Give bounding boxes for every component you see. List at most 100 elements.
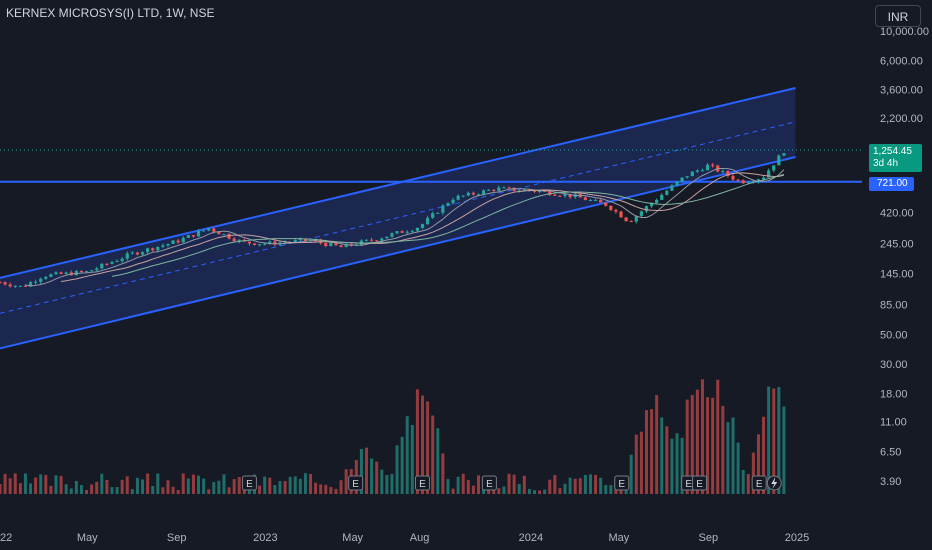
- volume-bar: [517, 483, 521, 494]
- candle-body: [125, 253, 129, 259]
- volume-bar: [675, 433, 679, 494]
- volume-bar: [141, 479, 145, 494]
- volume-bar: [594, 474, 598, 494]
- candle-body: [59, 272, 63, 274]
- candle-body: [588, 199, 593, 201]
- volume-bar: [762, 416, 766, 494]
- candle-body: [507, 187, 511, 189]
- candle-body: [624, 217, 628, 222]
- volume-bar: [670, 438, 674, 494]
- candle-body: [375, 240, 379, 242]
- volume-bar: [202, 478, 206, 494]
- candle-body: [252, 243, 257, 246]
- candle-body: [685, 176, 689, 178]
- volume-bar: [741, 469, 745, 494]
- candle-body: [110, 262, 114, 264]
- candle-body: [334, 242, 338, 246]
- volume-bar: [34, 477, 38, 494]
- candle-body: [79, 271, 84, 273]
- candle-body: [425, 217, 430, 225]
- candle-body: [28, 282, 33, 287]
- volume-bar: [380, 469, 384, 494]
- candle-body: [293, 239, 297, 243]
- y-tick-label: 50.00: [880, 330, 908, 342]
- volume-bar: [197, 475, 201, 494]
- candle-body: [593, 199, 598, 201]
- candle-body: [191, 235, 196, 237]
- candle-body: [537, 190, 542, 192]
- y-tick-label: 18.00: [880, 388, 908, 400]
- candle-body: [100, 263, 104, 269]
- candle-body: [39, 278, 43, 282]
- candle-body: [263, 243, 267, 245]
- candle-body: [746, 182, 750, 184]
- candle-body: [344, 243, 348, 248]
- volume-bar: [695, 389, 699, 494]
- candle-body: [8, 284, 12, 287]
- candle-body: [44, 276, 48, 279]
- volume-bar: [431, 415, 435, 494]
- chart-title: KERNEX MICROSYS(I) LTD, 1W, NSE: [6, 6, 215, 20]
- candle-body: [120, 258, 124, 261]
- candle-body: [711, 164, 715, 166]
- y-tick-label: 11.00: [880, 417, 907, 429]
- volume-bar: [227, 487, 231, 494]
- candle-body: [548, 191, 552, 195]
- volume-bar: [441, 453, 445, 494]
- candle-body: [731, 175, 735, 180]
- earnings-marker-label: E: [352, 479, 359, 490]
- earnings-marker: [614, 475, 630, 491]
- candle-body: [583, 197, 587, 201]
- candle-body: [95, 268, 99, 271]
- volume-bar: [466, 480, 470, 494]
- candle-body: [436, 212, 440, 214]
- volume-bar: [324, 484, 328, 494]
- candle-body: [609, 205, 613, 210]
- candle-body: [196, 230, 201, 237]
- candle-body: [492, 189, 496, 191]
- earnings-marker: [751, 475, 767, 491]
- candle-body: [522, 189, 526, 191]
- volume-bar: [232, 479, 236, 494]
- volume-bar: [85, 490, 89, 494]
- volume-bar: [171, 486, 175, 494]
- candle-body: [553, 194, 557, 196]
- candle-body: [84, 271, 89, 273]
- candle-body: [156, 246, 160, 251]
- volume-bar: [634, 434, 638, 494]
- volume-bar: [13, 473, 17, 494]
- candle-body: [619, 211, 623, 218]
- candle-body: [670, 185, 674, 191]
- volume-bar: [527, 488, 531, 494]
- candle-body: [166, 243, 170, 246]
- candle-body: [135, 252, 140, 255]
- candle-body: [314, 240, 318, 242]
- candle-body: [410, 230, 414, 232]
- volume-bar: [680, 437, 684, 494]
- volume-bar: [186, 478, 190, 494]
- currency-button[interactable]: INR: [875, 5, 921, 27]
- candle-body: [130, 252, 134, 254]
- volume-bar: [736, 442, 740, 494]
- channel-upper-line: [0, 87, 796, 279]
- volume-bar: [650, 409, 654, 494]
- x-tick-label: 2024: [519, 532, 543, 544]
- volume-bar: [23, 473, 27, 494]
- volume-bar: [49, 485, 53, 494]
- volume-bar: [772, 388, 776, 494]
- candle-body: [161, 245, 165, 247]
- volume-bar: [548, 479, 552, 494]
- volume-bar: [258, 485, 262, 494]
- volume-bar: [471, 485, 475, 494]
- volume-bar: [161, 487, 165, 494]
- candle-body: [629, 221, 633, 223]
- candle-body: [151, 248, 155, 251]
- volume-bar: [59, 475, 63, 494]
- y-tick-label: 245.00: [880, 239, 914, 251]
- candle-body: [471, 192, 476, 195]
- y-tick-label: 10,000.00: [880, 26, 929, 38]
- volume-bar: [69, 488, 73, 494]
- volume-bar: [3, 473, 7, 494]
